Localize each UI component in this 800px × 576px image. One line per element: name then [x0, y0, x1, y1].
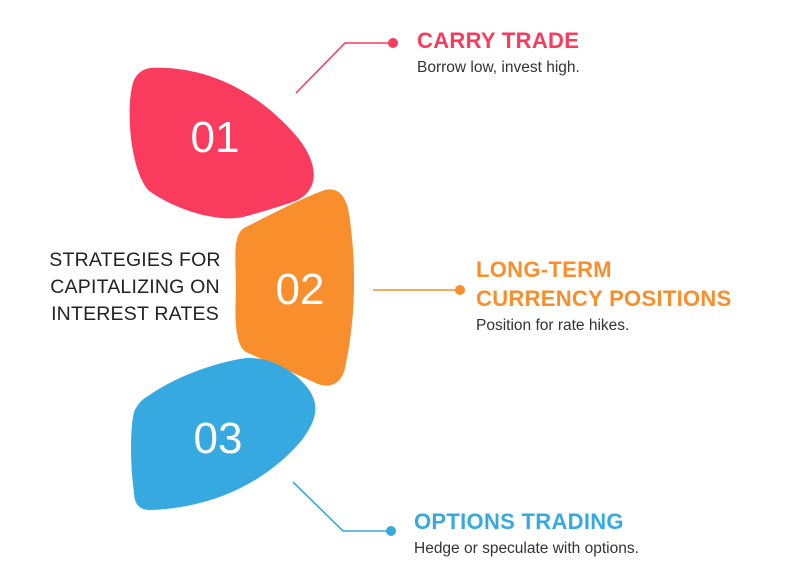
step-02-shape: [235, 189, 355, 386]
step-01-title: CARRY TRADE: [417, 26, 580, 55]
step-03-callout: OPTIONS TRADING Hedge or speculate with …: [414, 507, 639, 559]
step-03-title-line: OPTIONS TRADING: [414, 509, 624, 534]
step-01-title-line: CARRY TRADE: [417, 28, 580, 53]
step-01-connector: [295, 38, 398, 94]
step-01-segment: 01: [129, 67, 314, 219]
step-02-segment: 02: [235, 189, 355, 386]
step-02-title-line: LONG-TERM: [476, 257, 612, 282]
step-01-shape: [129, 67, 314, 219]
step-03-shape: [131, 357, 316, 510]
step-02-number: 02: [276, 265, 325, 314]
step-02-connector: [373, 285, 465, 295]
center-title-line: INTEREST RATES: [51, 303, 219, 325]
step-03-segment: 03: [131, 357, 316, 510]
step-02-title: LONG-TERM CURRENCY POSITIONS: [476, 255, 732, 313]
step-02-description: Position for rate hikes.: [476, 317, 630, 334]
center-title-line: CAPITALIZING ON: [50, 276, 220, 298]
step-02-title-line: CURRENCY POSITIONS: [476, 286, 732, 311]
center-title: STRATEGIES FOR CAPITALIZING ON INTEREST …: [30, 247, 240, 328]
step-03-number: 03: [194, 414, 243, 463]
step-02-callout: LONG-TERM CURRENCY POSITIONS Position fo…: [476, 255, 732, 336]
center-title-line: STRATEGIES FOR: [49, 249, 221, 271]
step-03-title: OPTIONS TRADING: [414, 507, 639, 536]
step-01-description: Borrow low, invest high.: [417, 59, 580, 76]
step-01-callout: CARRY TRADE Borrow low, invest high.: [417, 26, 580, 78]
step-03-connector: [292, 481, 396, 536]
step-03-description: Hedge or speculate with options.: [414, 540, 639, 557]
step-01-number: 01: [191, 113, 240, 162]
